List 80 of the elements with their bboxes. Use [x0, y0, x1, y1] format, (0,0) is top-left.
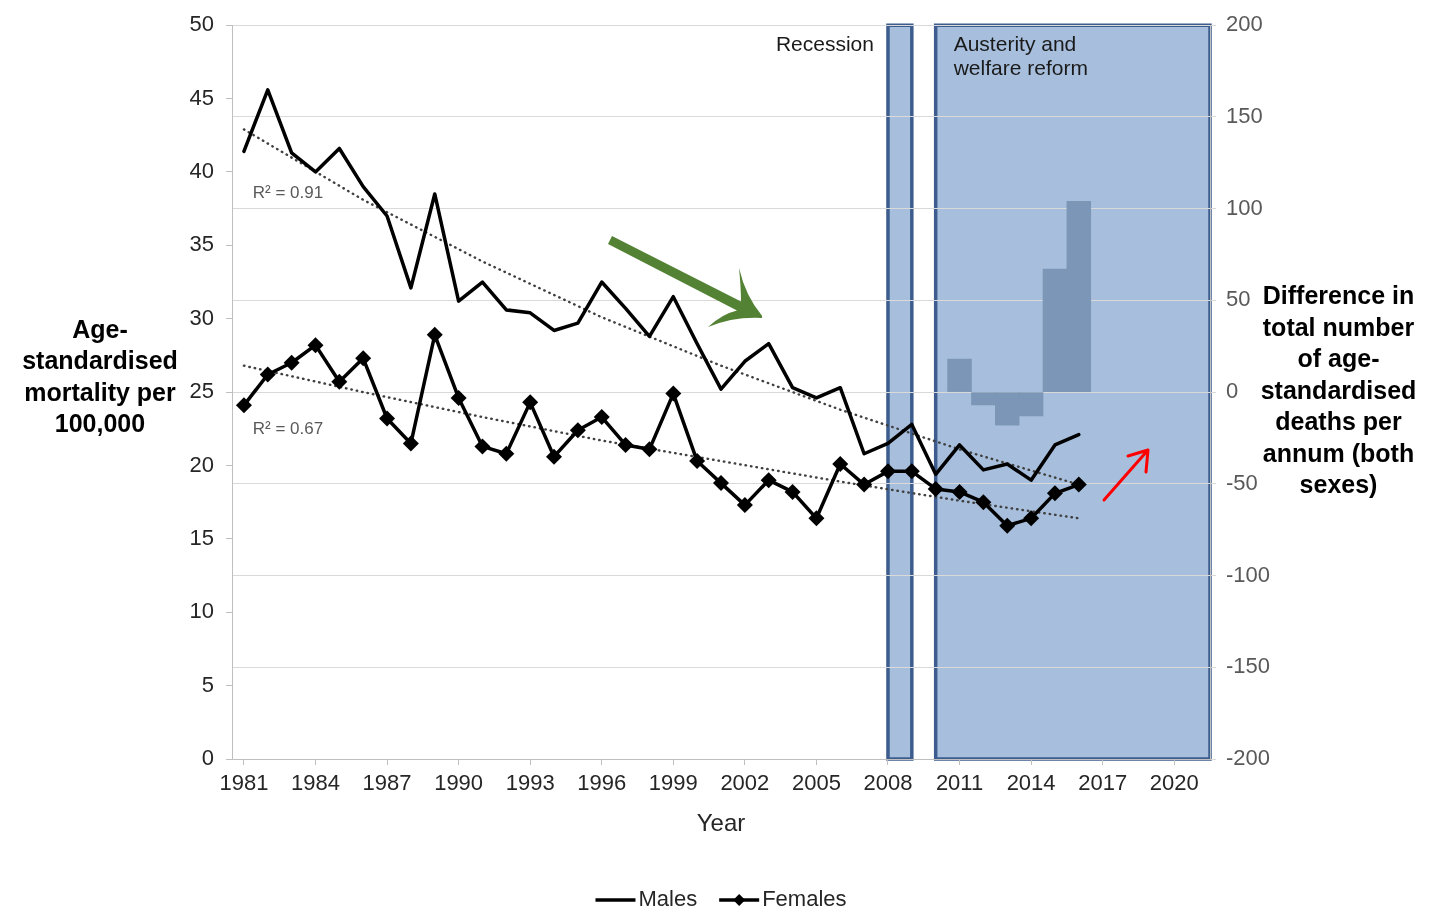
x-tick-label: 2008 — [863, 770, 913, 796]
y-tick-label: 0 — [201, 745, 214, 771]
y-tick-label: 20 — [189, 451, 214, 477]
y2-tick-label: 0 — [1226, 378, 1239, 404]
y2-tick-label: 50 — [1226, 286, 1251, 312]
y2-tick-label: 100 — [1226, 194, 1263, 220]
point — [402, 435, 419, 452]
x-tick-label: 2020 — [1149, 770, 1199, 796]
y2-axis-title: Difference in total number of age-standardised deaths per annum (both sexes) — [1260, 281, 1417, 499]
y2-tick-label: -50 — [1226, 469, 1258, 495]
point — [546, 448, 563, 465]
y-tick-label: 15 — [189, 524, 214, 550]
point — [927, 480, 944, 497]
point — [1046, 485, 1063, 502]
point — [283, 354, 300, 371]
y-tick-label: 10 — [189, 598, 214, 624]
point — [999, 517, 1016, 534]
point — [593, 409, 610, 426]
point — [450, 389, 467, 406]
annotation: R² = 0.67 — [252, 419, 324, 439]
x-tick-label: 1996 — [577, 770, 627, 796]
x-tick-label: 2005 — [791, 770, 841, 796]
x-tick-label: 2011 — [935, 770, 984, 796]
x-tick-label: 1999 — [648, 770, 698, 796]
point — [808, 510, 825, 527]
y-tick-label: 5 — [201, 671, 214, 697]
point — [426, 326, 443, 343]
y-tick-label: 25 — [189, 378, 214, 404]
x-tick-label: 1981 — [219, 770, 269, 796]
x-tick-label: 1990 — [434, 770, 484, 796]
point — [689, 453, 706, 470]
point — [975, 494, 992, 511]
point — [665, 385, 682, 402]
line-series — [242, 364, 1081, 520]
y2-tick-label: -150 — [1226, 653, 1271, 679]
x-tick-label: 1984 — [291, 770, 340, 796]
point — [832, 456, 849, 473]
point — [736, 497, 753, 514]
y2-tick-label: 150 — [1226, 102, 1263, 128]
point — [307, 337, 324, 354]
x-tick-label: 1993 — [505, 770, 555, 796]
x-tick-label: 2017 — [1078, 770, 1128, 796]
point — [259, 366, 276, 383]
y-tick-label: 45 — [189, 84, 214, 110]
point — [760, 472, 777, 489]
point — [903, 463, 920, 480]
point — [331, 373, 348, 390]
point — [474, 438, 491, 455]
x-tick-label: 2014 — [1006, 770, 1056, 796]
legend-label: Females — [762, 886, 847, 912]
point — [235, 397, 252, 414]
point — [713, 475, 729, 492]
point — [617, 436, 634, 453]
y2-tick-label: 200 — [1226, 11, 1263, 37]
y-tick-label: 30 — [189, 304, 214, 330]
point — [856, 476, 873, 493]
point — [355, 350, 372, 367]
point — [951, 483, 968, 500]
x-axis-title: Year — [696, 809, 746, 837]
point — [641, 441, 658, 458]
x-tick-label: 2002 — [720, 770, 770, 796]
point — [498, 445, 515, 462]
point — [569, 422, 586, 439]
y2-tick-label: -200 — [1226, 745, 1271, 771]
y2-tick-label: -100 — [1226, 561, 1271, 587]
point — [379, 410, 396, 427]
y-tick-label: 35 — [189, 231, 214, 257]
annotation: R² = 0.91 — [252, 183, 324, 203]
y-tick-label: 50 — [189, 11, 214, 37]
y-tick-label: 40 — [189, 158, 214, 184]
point — [784, 483, 801, 500]
x-tick-label: 1987 — [362, 770, 412, 796]
point — [522, 394, 539, 411]
point — [879, 463, 896, 480]
band-label: Austerity and welfare reform — [952, 32, 1088, 80]
y-axis-title: Age-standardised mortality per 100,000 — [22, 314, 178, 438]
point — [1070, 476, 1087, 493]
point — [1023, 510, 1040, 527]
legend-label: Males — [638, 886, 698, 912]
band-label: Recession — [775, 32, 874, 56]
